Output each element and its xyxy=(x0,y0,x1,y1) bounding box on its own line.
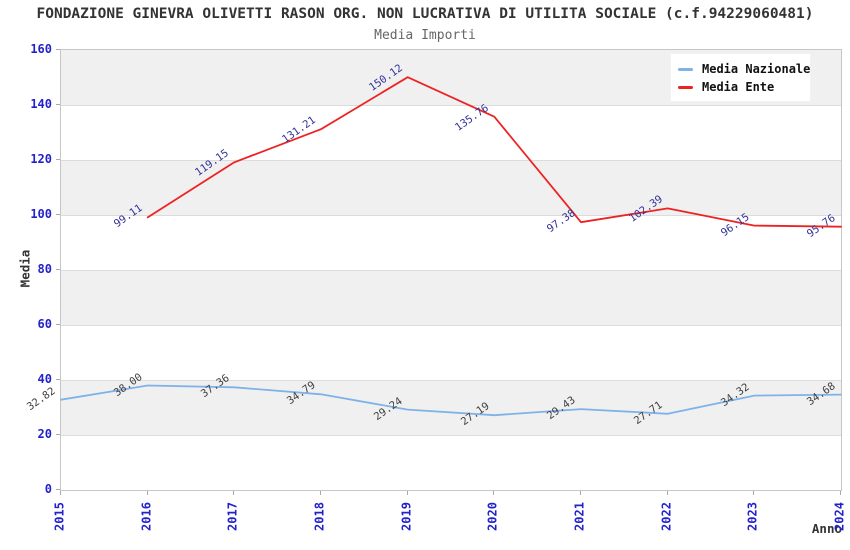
x-axis-tick-mark xyxy=(320,491,321,495)
y-axis-tick-mark xyxy=(56,269,60,270)
y-axis-tick-mark xyxy=(56,214,60,215)
x-axis-tick-label: 2024 xyxy=(832,502,847,531)
x-axis-tick-label: 2015 xyxy=(52,502,67,531)
legend: Media Nazionale Media Ente xyxy=(670,53,811,102)
plot-band xyxy=(61,160,841,215)
x-axis-tick-label: 2017 xyxy=(225,502,240,531)
x-axis-tick-mark xyxy=(146,491,148,495)
y-axis-tick-mark xyxy=(56,324,60,325)
x-axis-tick-label: 2019 xyxy=(399,502,414,531)
x-axis-tick-mark xyxy=(60,491,61,495)
plot-band xyxy=(61,270,841,325)
y-axis-tick-label: 160 xyxy=(30,42,52,56)
y-axis-tick-label: 60 xyxy=(37,317,52,331)
x-axis-tick-label: 2018 xyxy=(312,502,327,531)
gridline xyxy=(61,159,841,161)
x-axis-tick-label: 2020 xyxy=(485,502,500,531)
gridline xyxy=(61,434,841,436)
chart-title: FONDAZIONE GINEVRA OLIVETTI RASON ORG. N… xyxy=(36,6,814,22)
x-axis-tick-label: 2016 xyxy=(139,502,154,531)
gridline xyxy=(61,269,841,271)
y-axis-tick-label: 20 xyxy=(37,427,52,441)
y-axis-tick-mark xyxy=(56,104,60,105)
series-line-media-ente xyxy=(146,76,842,228)
y-axis-tick-mark xyxy=(56,489,60,490)
gridline xyxy=(61,214,841,216)
y-axis-tick-label: 40 xyxy=(37,372,52,386)
x-axis-title: Anno xyxy=(811,521,842,536)
legend-line-swatch-media-nazionale xyxy=(678,67,693,71)
legend-line-swatch-media-ente xyxy=(678,85,693,89)
x-axis-tick-mark xyxy=(580,491,581,495)
y-axis-tick-mark xyxy=(56,434,60,435)
legend-label: Media Nazionale xyxy=(702,62,811,76)
data-label: 32.82 xyxy=(25,384,58,413)
y-axis-tick-label: 100 xyxy=(30,207,52,221)
plot-area: 32.82 38.00 37.36 34.79 29.24 27.19 29.43 27.71… xyxy=(25,49,842,491)
x-axis-tick-mark xyxy=(753,491,755,495)
y-axis-tick-mark xyxy=(56,159,60,160)
y-axis-tick-label: 80 xyxy=(37,262,52,276)
gridline xyxy=(61,324,841,326)
gridline xyxy=(61,379,841,381)
x-axis-tick-mark xyxy=(233,491,235,495)
legend-label: Media Ente xyxy=(702,80,775,94)
series-line-media-nazionale xyxy=(60,384,842,417)
gridline xyxy=(61,104,841,106)
x-axis-tick-label: 2022 xyxy=(659,502,674,531)
series-lines xyxy=(60,76,842,417)
x-axis-tick-mark xyxy=(406,491,408,495)
legend-item-media-nazionale: Media Nazionale xyxy=(678,60,810,78)
x-axis-tick-mark xyxy=(840,491,841,495)
y-axis-tick-label: 0 xyxy=(44,482,52,496)
x-axis-tick-mark xyxy=(493,491,495,495)
plot-band xyxy=(61,380,841,435)
x-axis-tick-label: 2023 xyxy=(745,502,760,531)
y-axis-tick-mark xyxy=(56,379,60,380)
legend-item-media-ente: Media Ente xyxy=(678,78,810,96)
y-axis-tick-label: 120 xyxy=(30,152,52,166)
x-axis-tick-label: 2021 xyxy=(572,502,587,531)
x-axis-tick-mark xyxy=(666,491,668,495)
y-axis-tick-label: 140 xyxy=(30,97,52,111)
y-axis-tick-mark xyxy=(56,49,60,50)
chart-subtitle: Media Importi xyxy=(374,28,476,43)
